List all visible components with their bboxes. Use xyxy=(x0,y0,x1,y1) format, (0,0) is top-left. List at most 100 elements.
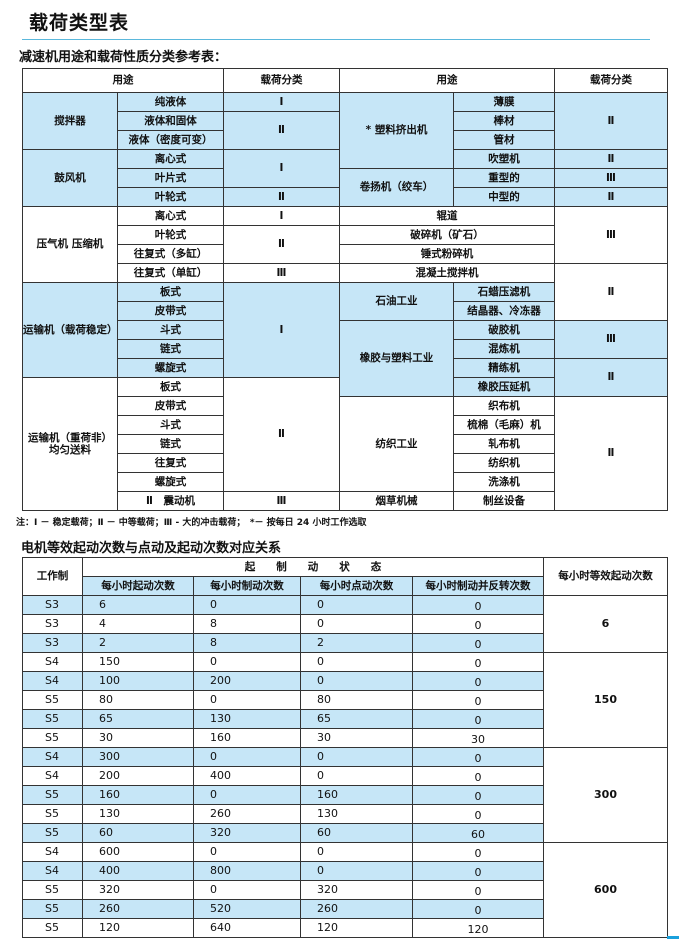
table-cell: 制丝设备 xyxy=(453,491,555,511)
table-row: S3 4 8 0 0 xyxy=(22,614,668,634)
table-cell: 130 xyxy=(193,709,301,729)
table-cell: 斗式 xyxy=(117,320,224,340)
table-cell: Ⅱ xyxy=(554,187,668,207)
table-cell: 30 xyxy=(412,728,544,748)
table-cell: 4 xyxy=(82,614,194,634)
header-load-class: 载荷分类 xyxy=(554,68,668,93)
table-cell: 0 xyxy=(412,842,544,862)
table-row: 压气机 压缩机 离心式 Ⅰ 辊道 Ⅲ xyxy=(22,206,668,283)
table-cell: 辊道 xyxy=(339,206,555,226)
load-classification-table: 用途 载荷分类 用途 载荷分类 搅拌器 纯液体 Ⅰ * 塑料挤出机 薄膜 Ⅱ 液体和固体 Ⅱ 棒… xyxy=(22,68,668,511)
table-row: S5 160 0 160 0 xyxy=(22,785,668,805)
table-cell: 160 xyxy=(193,728,301,748)
table-cell: 板式 xyxy=(117,282,224,302)
equivalent-starts-cell: 300 xyxy=(543,747,668,843)
table-cell: S4 xyxy=(22,861,83,881)
table-cell: 6 xyxy=(82,595,194,615)
table-cell: S3 xyxy=(22,595,83,615)
table-cell: S5 xyxy=(22,690,83,710)
table-row: 液体和固体 Ⅱ 棒材 xyxy=(23,111,668,150)
table-cell: 中型的 xyxy=(453,187,555,207)
table-cell: 梳棉（毛麻）机 xyxy=(453,415,555,435)
table-cell: 200 xyxy=(193,671,301,691)
table-row: S4 150 0 0 0 150 xyxy=(22,652,668,748)
table-row: 斗式 橡胶与塑料工业 破胶机 Ⅲ xyxy=(23,320,668,397)
table-row: S4 100 200 0 0 xyxy=(22,671,668,691)
table-cell: Ⅲ xyxy=(554,168,668,188)
table-cell: * 塑料挤出机 xyxy=(339,92,454,169)
table-cell: Ⅰ xyxy=(223,92,340,112)
table-row: 运输机（重荷非）均匀送料 板式 Ⅱ 橡胶压延机 xyxy=(22,377,668,511)
table-cell: S3 xyxy=(22,614,83,634)
table-cell: Ⅱ xyxy=(223,187,340,207)
header-equivalent: 每小时等效起动次数 xyxy=(543,557,668,596)
table-cell: Ⅰ xyxy=(223,149,340,188)
table-row: 斗式 梳棉（毛麻）机 xyxy=(23,415,668,435)
table-row: S5 80 0 80 0 xyxy=(22,690,668,710)
table-cell: 纯液体 xyxy=(117,92,224,112)
table-cell: S5 xyxy=(22,804,83,824)
table-cell: 65 xyxy=(82,709,194,729)
table-cell: 120 xyxy=(82,918,194,938)
table-cell: 纺织机 xyxy=(453,453,555,473)
table-cell: 0 xyxy=(412,899,544,919)
table-cell: 130 xyxy=(82,804,194,824)
table-cell: 链式 xyxy=(117,339,224,359)
table-cell: 离心式 xyxy=(117,149,224,169)
table-row: S4 400 800 0 0 xyxy=(22,861,668,881)
table-cell: S3 xyxy=(22,633,83,653)
table-cell: S5 xyxy=(22,899,83,919)
table-row: 螺旋式 精练机 Ⅱ xyxy=(23,358,668,397)
table-cell: 0 xyxy=(300,861,413,881)
table-cell: 搅拌器 xyxy=(22,92,118,150)
header-usage: 用途 xyxy=(339,68,555,93)
table-cell: 锤式粉碎机 xyxy=(339,244,555,264)
table-row: 皮带式 结晶器、冷冻器 xyxy=(23,301,668,321)
table-cell: 往复式（多缸） xyxy=(117,244,224,264)
equivalent-starts-cell: 6 xyxy=(543,595,668,653)
table-cell: 80 xyxy=(300,690,413,710)
table-cell: 400 xyxy=(82,861,194,881)
table-cell: 320 xyxy=(82,880,194,900)
table-cell: 破碎机（矿石） xyxy=(339,225,555,245)
subheader: 每小时制动并反转次数 xyxy=(412,576,544,596)
table-row: 叶轮式 Ⅱ 破碎机（矿石） xyxy=(23,225,668,264)
table-cell: 80 xyxy=(82,690,194,710)
table-row: S3 6 0 0 0 6 xyxy=(22,595,668,653)
table-cell: 260 xyxy=(193,804,301,824)
table-cell: 橡胶与塑料工业 xyxy=(339,320,454,397)
table-cell: 0 xyxy=(412,804,544,824)
table-cell: Ⅱ xyxy=(554,149,668,169)
table-row: 皮带式 纺织工业 织布机 Ⅱ xyxy=(23,396,668,511)
table-cell: 8 xyxy=(193,614,301,634)
table-cell: 200 xyxy=(82,766,194,786)
section-title-load-table: 减速机用途和载荷性质分类参考表： xyxy=(19,50,228,65)
table-row: 螺旋式 洗涤机 xyxy=(23,472,668,492)
table-row: S5 260 520 260 0 xyxy=(22,899,668,919)
table-cell: 结晶器、冷冻器 xyxy=(453,301,555,321)
table-cell: 鼓风机 xyxy=(22,149,118,207)
table-cell: 轧布机 xyxy=(453,434,555,454)
table-cell: 30 xyxy=(300,728,413,748)
table-row: 链式 轧布机 xyxy=(23,434,668,454)
table-cell: 2 xyxy=(300,633,413,653)
table-cell: 0 xyxy=(412,785,544,805)
table-cell: 石油工业 xyxy=(339,282,454,321)
table-cell: Ⅱ xyxy=(554,358,668,397)
table-cell: S5 xyxy=(22,918,83,938)
table-cell: 30 xyxy=(82,728,194,748)
table-cell: 130 xyxy=(300,804,413,824)
table-cell: 600 xyxy=(82,842,194,862)
table-row: 鼓风机 离心式 Ⅰ 吹塑机 Ⅱ xyxy=(22,149,668,207)
table-cell: 0 xyxy=(412,652,544,672)
table-row: 往复式 纺织机 xyxy=(23,453,668,473)
table-cell: Ⅲ xyxy=(223,491,340,511)
table-cell: 破胶机 xyxy=(453,320,555,340)
table-cell: S4 xyxy=(22,747,83,767)
table-cell: 65 xyxy=(300,709,413,729)
table-cell: 60 xyxy=(82,823,194,843)
table-cell: 纺织工业 xyxy=(339,396,454,492)
table-row: 运输机（载荷稳定） 板式 Ⅰ 石油工业 石蜡压滤机 xyxy=(22,282,668,378)
table-cell: 0 xyxy=(193,785,301,805)
table-cell: 0 xyxy=(412,671,544,691)
